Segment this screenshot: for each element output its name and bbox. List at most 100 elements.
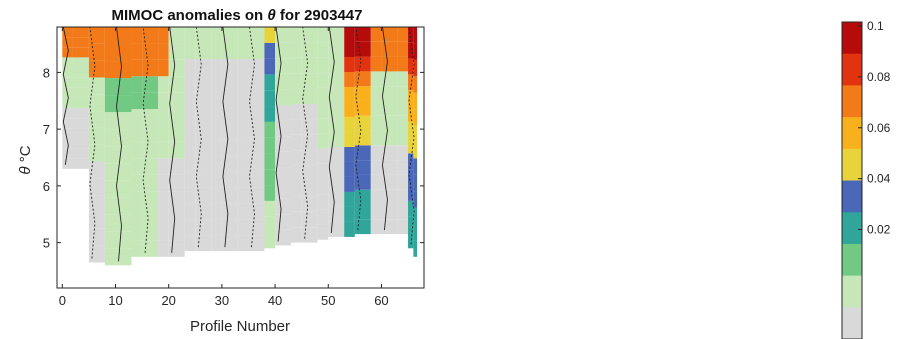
heatmap-cell: [344, 221, 355, 237]
y-tick-label: 8: [43, 65, 50, 80]
heatmap-cell: [221, 219, 238, 236]
heatmap-cell: [413, 141, 418, 159]
heatmap-cell: [184, 219, 196, 236]
heatmap-cell: [115, 146, 132, 164]
heatmap-cell: [248, 75, 265, 92]
heatmap-cell: [397, 56, 409, 72]
heatmap-cell: [275, 229, 292, 246]
heatmap-cell: [88, 111, 105, 128]
heatmap-cell: [397, 174, 409, 190]
colorbar-tick-label: 0.04: [867, 172, 891, 186]
heatmap-cell: [72, 87, 89, 98]
heatmap-cell: [408, 90, 414, 107]
heatmap-cell: [237, 59, 249, 76]
heatmap-column: [413, 27, 418, 257]
heatmap-cell: [184, 27, 196, 44]
colorbar: 0.1 0.08 0.06 0.04 0.02: [841, 19, 891, 339]
y-axis-unit: °C: [17, 145, 34, 162]
heatmap-cell: [237, 155, 249, 172]
heatmap-cell: [413, 27, 418, 44]
heatmap-cell: [158, 125, 169, 142]
heatmap-cell: [354, 204, 371, 220]
contour-line: [408, 26, 415, 245]
heatmap-cell: [158, 109, 169, 126]
heatmap-cell: [291, 73, 302, 89]
heatmap-cell: [328, 41, 345, 57]
heatmap-cell: [211, 187, 222, 204]
heatmap-cell: [221, 139, 238, 156]
heatmap-cell: [248, 59, 265, 76]
heatmap-cell: [88, 27, 105, 44]
heatmap-cell: [275, 42, 292, 59]
heatmap-cell: [184, 91, 196, 108]
heatmap-cell: [104, 163, 116, 181]
heatmap-cell: [275, 151, 292, 168]
heatmap-cell: [115, 248, 132, 266]
heatmap-cell: [168, 223, 185, 241]
heatmap-cell: [195, 155, 212, 172]
heatmap-cell: [88, 77, 105, 95]
heatmap-cell: [104, 197, 116, 215]
heatmap-cell: [158, 59, 169, 77]
colorbar-tick-label: 0.06: [867, 121, 891, 135]
heatmap-cell: [370, 189, 382, 205]
heatmap-cell: [397, 219, 409, 235]
contour-line: [328, 26, 335, 233]
heatmap-cell: [291, 42, 302, 58]
heatmap-cell: [158, 240, 169, 257]
heatmap-cell: [408, 216, 414, 233]
heatmap-cell: [195, 123, 212, 140]
heatmap-cell: [88, 195, 105, 213]
heatmap-cell: [88, 43, 105, 61]
heatmap-cell: [413, 92, 418, 110]
heatmap-cell: [248, 219, 265, 236]
heatmap-cell: [301, 27, 318, 43]
heatmap-cell: [344, 101, 355, 117]
heatmap-cell: [317, 118, 329, 134]
heatmap-cell: [237, 139, 249, 156]
heatmap-cell: [317, 194, 329, 210]
heatmap-cell: [168, 240, 185, 257]
heatmap-cell: [317, 72, 329, 88]
title-theta-symbol: θ: [267, 7, 276, 24]
colorbar-segment: [842, 243, 862, 277]
heatmap-cell: [370, 160, 382, 175]
heatmap-cell: [370, 27, 382, 42]
heatmap-cell: [381, 204, 398, 220]
heatmap-cell: [104, 146, 116, 164]
heatmap-cell: [397, 41, 409, 57]
heatmap-cell: [381, 160, 398, 175]
heatmap-cell: [62, 128, 73, 139]
heatmap-cell: [195, 43, 212, 60]
heatmap-cell: [328, 206, 345, 222]
colorbar-segment: [842, 53, 862, 86]
heatmap-cell: [158, 27, 169, 44]
heatmap-cells: [62, 27, 418, 266]
x-tick-label: 0: [59, 293, 66, 308]
heatmap-cell: [301, 211, 318, 228]
heatmap-cell: [88, 127, 105, 145]
heatmap-cell: [142, 174, 159, 192]
heatmap-cell: [301, 73, 318, 89]
heatmap-cell: [62, 57, 73, 68]
heatmap-cell: [344, 71, 355, 87]
heatmap-cell: [344, 131, 355, 147]
heatmap-cell: [168, 141, 185, 159]
y-axis-theta-symbol: θ: [17, 166, 34, 174]
heatmap-cell: [408, 74, 414, 91]
heatmap-column: [248, 27, 265, 252]
heatmap-cell: [328, 27, 345, 42]
heatmap-cell: [72, 37, 89, 48]
heatmap-column: [184, 27, 196, 252]
heatmap-cell: [158, 43, 169, 60]
heatmap-cell: [264, 58, 276, 75]
heatmap-column: [344, 27, 355, 237]
heatmap-cell: [344, 206, 355, 222]
heatmap-cell: [354, 100, 371, 116]
heatmap-cell: [370, 86, 382, 101]
heatmap-column: [264, 27, 276, 249]
heatmap-cell: [88, 161, 105, 179]
heatmap-cell: [408, 121, 414, 138]
heatmap-cell: [354, 160, 371, 175]
heatmap-cell: [221, 91, 238, 108]
